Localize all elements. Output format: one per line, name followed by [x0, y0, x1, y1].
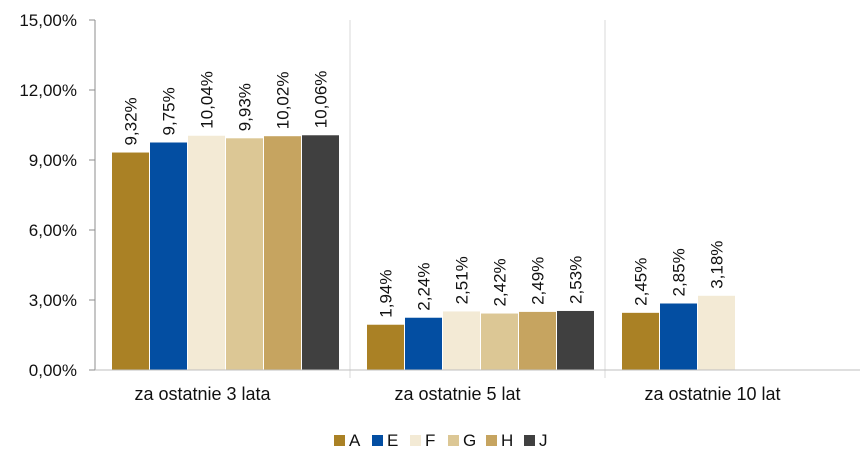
legend-label-F: F: [425, 431, 435, 450]
x-category-label: za ostatnie 5 lat: [394, 384, 520, 404]
data-label-A-2: 1,94%: [377, 270, 396, 318]
data-label-A-1: 9,32%: [122, 97, 141, 145]
data-label-J-2: 2,53%: [567, 256, 586, 304]
bar-J-1: [302, 135, 339, 370]
y-axis: 0,00% 3,00% 6,00% 9,00% 12,00% 15,00%: [19, 11, 96, 380]
x-category-label: za ostatnie 10 lat: [644, 384, 780, 404]
bar-F-3: [698, 295, 735, 370]
bar-A-3: [622, 312, 659, 370]
legend-swatch-G: [448, 435, 459, 446]
bar-E-2: [405, 317, 442, 370]
legend-swatch-A: [334, 435, 345, 446]
bar-E-1: [150, 142, 187, 370]
x-category-label: za ostatnie 3 lata: [134, 384, 271, 404]
bars-group: [112, 135, 735, 370]
data-label-G-1: 9,93%: [236, 83, 255, 131]
legend-swatch-H: [486, 435, 497, 446]
data-label-F-3: 3,18%: [708, 241, 727, 289]
y-tick-label: 3,00%: [29, 291, 77, 310]
legend-swatch-F: [410, 435, 421, 446]
bar-G-1: [226, 138, 263, 370]
data-label-A-3: 2,45%: [632, 258, 651, 306]
data-label-E-1: 9,75%: [160, 87, 179, 135]
bar-A-2: [367, 324, 404, 370]
legend-label-H: H: [501, 431, 513, 450]
y-tick-label: 0,00%: [29, 361, 77, 380]
category-separators: [349, 20, 606, 378]
y-tick-label: 9,00%: [29, 151, 77, 170]
bar-J-2: [557, 310, 594, 370]
data-label-F-2: 2,51%: [453, 256, 472, 304]
bar-H-2: [519, 311, 556, 370]
y-tick-label: 12,00%: [19, 81, 77, 100]
data-label-E-3: 2,85%: [670, 248, 689, 296]
data-label-J-1: 10,06%: [312, 71, 331, 129]
bar-G-2: [481, 313, 518, 370]
data-label-G-2: 2,42%: [491, 258, 510, 306]
y-tick-label: 15,00%: [19, 11, 77, 30]
bar-H-1: [264, 136, 301, 370]
data-labels-group: 9,32% 1,94% 2,45% 9,75% 2,24% 2,85% 10,04% 2,51…: [122, 71, 727, 318]
legend-label-G: G: [463, 431, 476, 450]
legend-swatch-J: [524, 435, 535, 446]
legend-label-E: E: [387, 431, 398, 450]
x-axis: za ostatnie 3 lata za ostatnie 5 lat za os…: [95, 369, 860, 404]
legend-label-J: J: [539, 431, 548, 450]
legend-label-A: A: [349, 431, 361, 450]
bar-E-3: [660, 303, 697, 370]
data-label-H-1: 10,02%: [274, 72, 293, 130]
data-label-H-2: 2,49%: [529, 257, 548, 305]
legend-swatch-E: [372, 435, 383, 446]
bar-F-1: [188, 135, 225, 370]
bar-F-2: [443, 311, 480, 370]
data-label-F-1: 10,04%: [198, 71, 217, 129]
y-tick-label: 6,00%: [29, 221, 77, 240]
bar-A-1: [112, 152, 149, 370]
data-label-E-2: 2,24%: [415, 263, 434, 311]
